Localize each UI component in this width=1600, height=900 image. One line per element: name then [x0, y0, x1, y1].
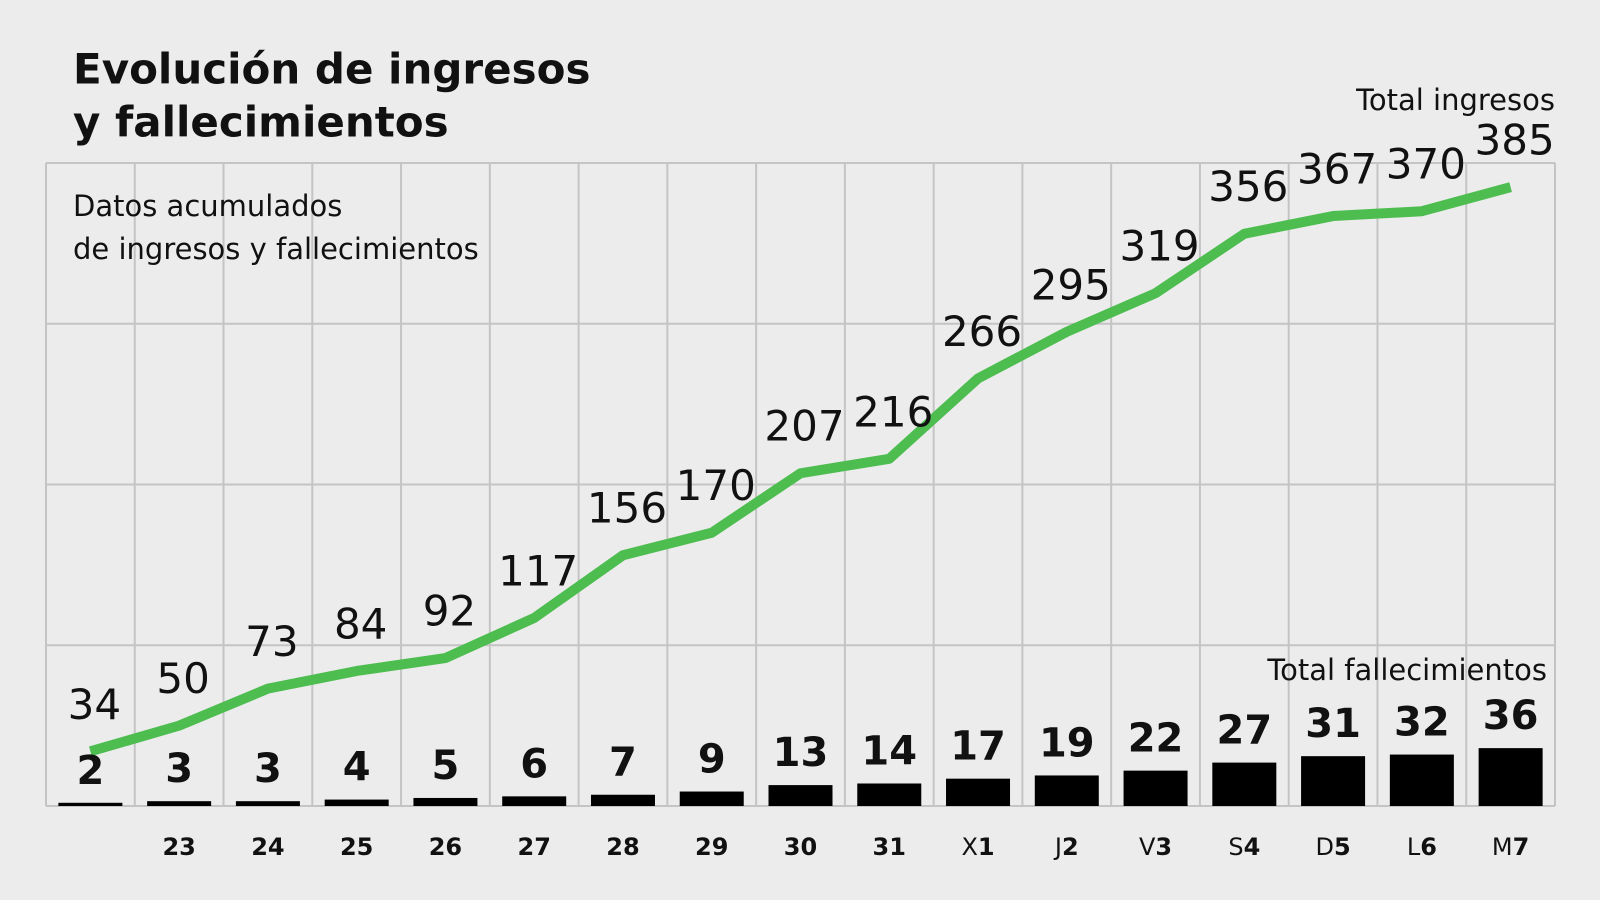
- bar: [58, 802, 123, 806]
- bar: [1123, 770, 1188, 806]
- x-tick-label: D5: [1315, 833, 1350, 861]
- bar-value-label: 3: [165, 746, 193, 792]
- x-tick-label: 24: [251, 833, 284, 861]
- line-value-label: 84: [334, 599, 387, 648]
- bar: [324, 799, 389, 806]
- line: [88, 182, 1512, 757]
- x-tick-label: X1: [961, 833, 994, 861]
- line-value-label: 170: [676, 461, 756, 510]
- chart-title: Evolución de ingresos: [73, 45, 590, 94]
- x-tick-label: L6: [1407, 833, 1437, 861]
- line-value-label: 370: [1386, 140, 1466, 189]
- line-value-label: 156: [587, 484, 667, 533]
- bar: [857, 783, 922, 806]
- x-tick-label: V3: [1139, 833, 1172, 861]
- line-value-label: 216: [853, 387, 933, 436]
- x-tick-label: 31: [873, 833, 906, 861]
- x-tick-label: 28: [606, 833, 639, 861]
- legend-label: Total fallecimientos: [1266, 653, 1547, 687]
- bar-value-label: 6: [520, 741, 548, 787]
- x-tick-label: M7: [1492, 833, 1529, 861]
- bar: [235, 801, 300, 806]
- line-value-label: 356: [1208, 162, 1288, 211]
- bar-value-label: 14: [861, 728, 917, 774]
- bar: [1389, 754, 1454, 806]
- x-tick-label: 25: [340, 833, 373, 861]
- legend-label: Total ingresos: [1355, 83, 1555, 117]
- x-tick-label: 29: [695, 833, 728, 861]
- bar-value-label: 32: [1394, 700, 1450, 746]
- grid: [45, 162, 1556, 807]
- bar-value-label: 4: [343, 745, 371, 791]
- x-tick-label: 27: [518, 833, 551, 861]
- bar: [946, 778, 1011, 806]
- line-value-label: 92: [423, 587, 476, 636]
- bar-value-label: 9: [698, 737, 726, 783]
- bar: [679, 791, 744, 806]
- line-value-label: 207: [764, 402, 844, 451]
- line-value-label: 266: [942, 307, 1022, 356]
- bar-value-label: 7: [609, 740, 637, 786]
- chart-title: y fallecimientos: [73, 98, 449, 147]
- bar: [1034, 775, 1099, 806]
- chart-subtitle: Datos acumulados: [73, 189, 342, 223]
- bar-value-label: 3: [254, 746, 282, 792]
- bar: [1301, 756, 1366, 806]
- bar-value-label: 5: [432, 743, 460, 789]
- line-value-label: 73: [245, 617, 298, 666]
- bar: [413, 797, 478, 806]
- line-value-label: 385: [1475, 116, 1555, 165]
- bar: [590, 794, 655, 806]
- bar-value-label: 36: [1483, 693, 1539, 739]
- bar-value-label: 13: [773, 730, 829, 776]
- line-value-label: 319: [1119, 222, 1199, 271]
- bar: [1212, 762, 1277, 806]
- bar-value-label: 17: [950, 724, 1006, 770]
- bar-value-label: 31: [1305, 701, 1361, 747]
- bar-value-label: 22: [1128, 716, 1184, 762]
- bar: [147, 801, 212, 806]
- bar-value-label: 2: [76, 748, 104, 794]
- x-tick-label: J2: [1053, 833, 1079, 861]
- bar: [502, 796, 567, 806]
- bar-value-label: 19: [1039, 720, 1095, 766]
- x-tick-label: 30: [784, 833, 817, 861]
- bar: [768, 785, 833, 806]
- line-value-label: 117: [498, 546, 578, 595]
- line-value-label: 34: [68, 680, 121, 729]
- line-value-label: 367: [1297, 145, 1377, 194]
- bar-value-label: 27: [1216, 708, 1272, 754]
- bar: [1478, 748, 1543, 806]
- x-tick-label: 26: [429, 833, 462, 861]
- x-tick-label: 23: [162, 833, 195, 861]
- line-value-label: 50: [156, 654, 209, 703]
- line-value-label: 295: [1031, 260, 1111, 309]
- x-tick-label: S4: [1228, 833, 1260, 861]
- chart-subtitle: de ingresos y fallecimientos: [73, 232, 479, 266]
